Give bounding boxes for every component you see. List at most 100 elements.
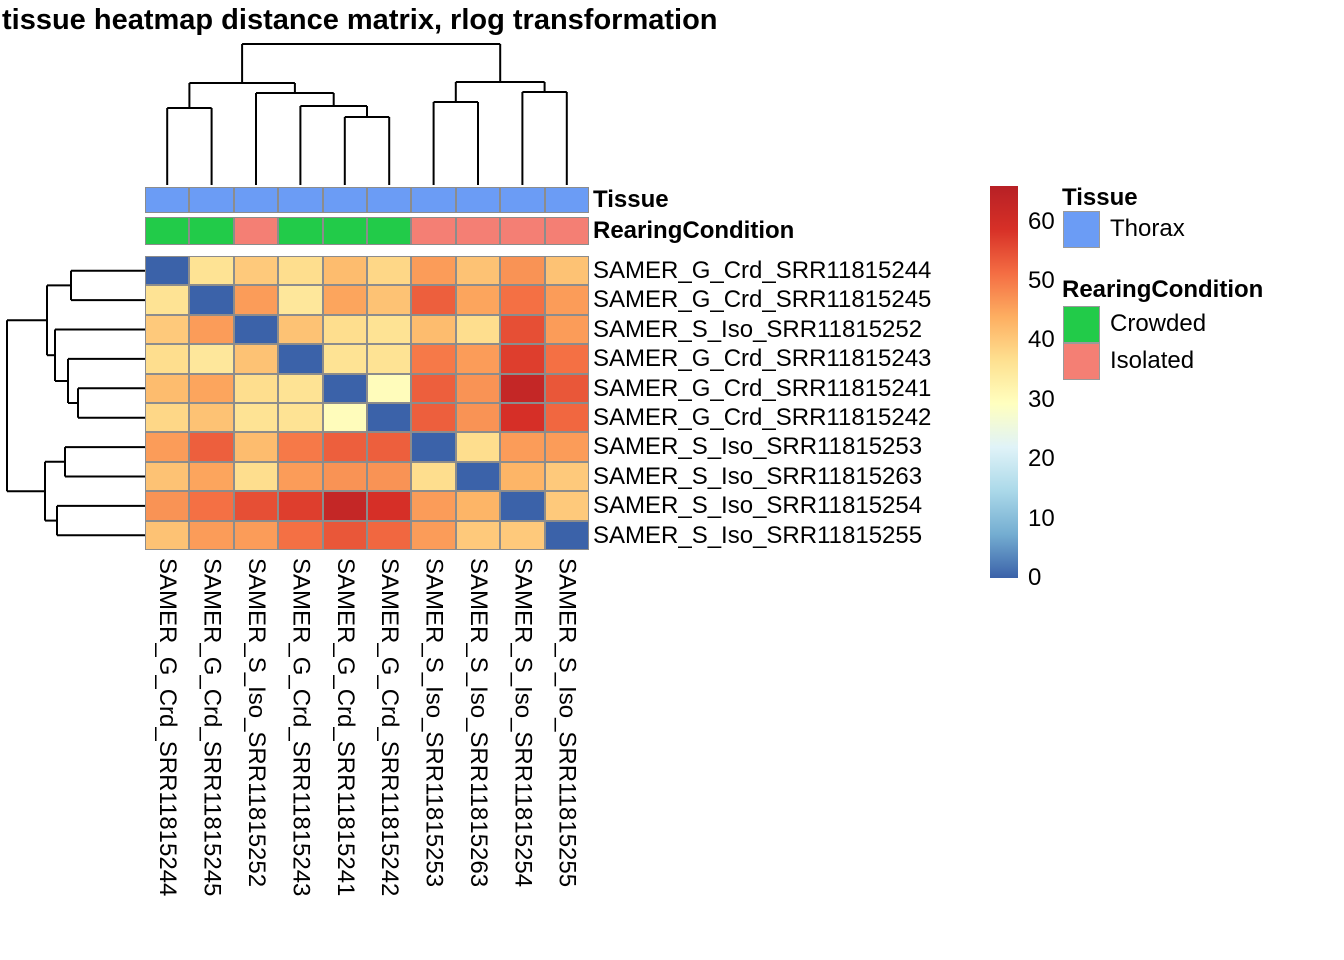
heatmap-cell <box>500 491 545 521</box>
rearing-track-label: RearingCondition <box>593 217 795 244</box>
column-label-slot: SAMER_G_Crd_SRR11815241 <box>323 558 367 896</box>
heatmap-cell <box>366 402 412 433</box>
heatmap-cell <box>366 314 412 345</box>
colorbar-tick: 20 <box>1028 445 1055 473</box>
heatmap-cell <box>500 314 545 345</box>
heatmap-cell <box>366 461 412 492</box>
colorbar-tick: 0 <box>1028 564 1042 591</box>
rearing-condition-annotation-bar <box>145 217 589 245</box>
heatmap-cell <box>411 344 456 374</box>
heatmap-cell <box>544 491 589 521</box>
column-label-slot: SAMER_G_Crd_SRR11815245 <box>189 558 233 896</box>
annotation-cell-crowded <box>366 217 412 245</box>
heatmap-cell <box>366 491 412 521</box>
heatmap-cell <box>544 344 589 374</box>
colorbar-tick: 60 <box>1028 207 1055 235</box>
row-label: SAMER_G_Crd_SRR11815244 <box>593 257 932 284</box>
heatmap-cell <box>233 344 279 374</box>
heatmap-cell <box>455 285 501 315</box>
heatmap-cell <box>233 520 279 550</box>
row-label: SAMER_S_Iso_SRR11815252 <box>593 315 923 343</box>
annotation-cell-isolated <box>544 217 589 245</box>
row-labels: SAMER_G_Crd_SRR11815244 SAMER_G_Crd_SRR11… <box>593 256 931 550</box>
heatmap-cell <box>411 256 456 286</box>
column-label-slot: SAMER_S_Iso_SRR11815255 <box>545 558 589 896</box>
heatmap-cell <box>411 314 456 345</box>
heatmap-cell <box>189 461 234 492</box>
heatmap-cell <box>145 402 190 433</box>
heatmap-cell <box>145 520 190 550</box>
heatmap-cell <box>544 461 589 492</box>
annotation-cell-thorax <box>189 187 234 213</box>
heatmap-cell <box>366 432 412 462</box>
heatmap-cell <box>455 461 501 492</box>
row-dendrogram <box>6 269 145 537</box>
heatmap-cell <box>189 373 234 403</box>
row-label: SAMER_G_Crd_SRR11815242 <box>593 403 932 431</box>
heatmap-cell <box>500 285 545 315</box>
legend-swatch-thorax <box>1063 211 1100 248</box>
heatmap-cell <box>500 520 545 550</box>
heatmap-cell <box>455 402 501 433</box>
heatmap-cell <box>322 402 367 433</box>
heatmap-cell <box>145 314 190 345</box>
legend-swatch-crowded <box>1063 306 1100 343</box>
heatmap-cell <box>455 256 501 286</box>
heatmap-cell <box>411 285 456 315</box>
heatmap-cell <box>322 314 367 345</box>
column-label-slot: SAMER_G_Crd_SRR11815242 <box>367 558 411 896</box>
heatmap-cell <box>322 373 367 403</box>
heatmap-cell <box>366 373 412 403</box>
heatmap-cell <box>145 344 190 374</box>
legend-swatch-isolated <box>1063 343 1100 380</box>
annotation-cell-crowded <box>189 217 234 245</box>
heatmap-cell <box>189 314 234 345</box>
annotation-cell-isolated <box>233 217 279 245</box>
legend-label: Isolated <box>1110 347 1195 374</box>
heatmap-cell <box>189 285 234 315</box>
heatmap-cell <box>411 461 456 492</box>
colorbar-tick: 50 <box>1028 267 1055 295</box>
heatmap-cell <box>544 402 589 433</box>
heatmap-cell <box>500 344 545 374</box>
heatmap-cell <box>455 344 501 374</box>
heatmap-cell <box>189 344 234 374</box>
heatmap-cell <box>322 461 367 492</box>
heatmap-cell <box>500 256 545 286</box>
colorbar-tick: 40 <box>1028 326 1055 354</box>
heatmap-cell <box>500 373 545 403</box>
heatmap-cell <box>145 432 190 462</box>
row-label: SAMER_S_Iso_SRR11815254 <box>593 492 923 520</box>
heatmap-cell <box>366 285 412 315</box>
distance-matrix-heatmap <box>145 256 589 550</box>
heatmap-cell <box>233 491 279 521</box>
heatmap-cell <box>322 491 367 521</box>
column-label: SAMER_G_Crd_SRR11815242 <box>376 558 404 897</box>
annotation-cell-isolated <box>411 217 456 245</box>
heatmap-cell <box>233 256 279 286</box>
heatmap-cell <box>411 432 456 462</box>
heatmap-cell <box>278 373 323 403</box>
annotation-cell-thorax <box>145 187 190 213</box>
heatmap-cell <box>455 432 501 462</box>
column-label-slot: SAMER_S_Iso_SRR11815254 <box>500 558 544 896</box>
heatmap-cell <box>189 256 234 286</box>
tissue-annotation-bar <box>145 187 589 213</box>
heatmap-cell <box>233 373 279 403</box>
heatmap-cell <box>544 256 589 286</box>
column-label: SAMER_G_Crd_SRR11815245 <box>198 558 226 897</box>
annotation-cell-isolated <box>455 217 501 245</box>
heatmap-cell <box>145 461 190 492</box>
heatmap-cell <box>278 461 323 492</box>
row-label: SAMER_S_Iso_SRR11815253 <box>593 433 923 461</box>
column-label-slot: SAMER_S_Iso_SRR11815252 <box>234 558 278 896</box>
heatmap-cell <box>278 285 323 315</box>
heatmap-cell <box>145 491 190 521</box>
heatmap-cell <box>233 461 279 492</box>
annotation-cell-crowded <box>145 217 190 245</box>
colorbar-tick: 10 <box>1028 504 1055 532</box>
colorbar-tick: 30 <box>1028 385 1055 413</box>
heatmap-cell <box>233 285 279 315</box>
row-label: SAMER_S_Iso_SRR11815255 <box>593 521 923 549</box>
